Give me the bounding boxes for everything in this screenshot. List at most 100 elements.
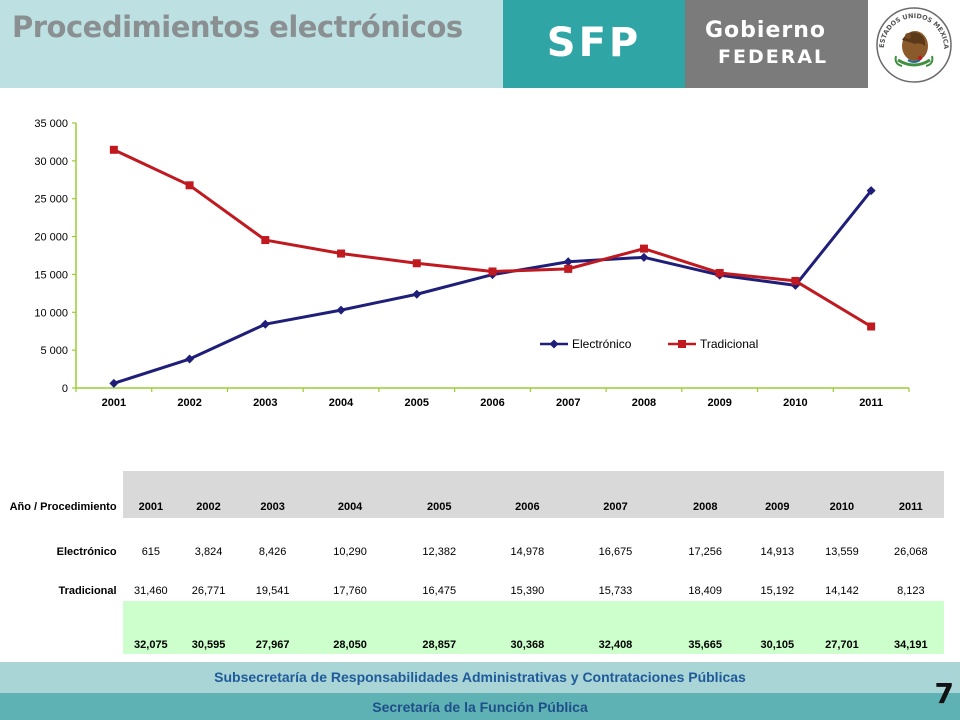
legend-label: Electrónico (572, 337, 632, 351)
data-point (412, 259, 421, 268)
table-cell: 26,771 (191, 585, 226, 597)
table-cell: 10,290 (333, 545, 367, 558)
series-line-1 (113, 148, 872, 328)
total-cell: 32,408 (569, 601, 662, 654)
table-row-electronico: Electrónico 615 3,824 8,426 10,290 12,382 14,… (4, 518, 944, 581)
y-tick-label: 15 000 (34, 269, 68, 281)
data-point (791, 276, 800, 285)
table-cell: 3,824 (194, 545, 223, 558)
footer-subsecretaria: Subsecretaría de Responsabilidades Admin… (214, 669, 746, 685)
table-cell: 615 (141, 545, 161, 558)
table-cell: 8,123 (897, 585, 925, 597)
footer-band-subsecretaria: Subsecretaría de Responsabilidades Admin… (0, 662, 960, 693)
x-tick-label: 2006 (480, 397, 504, 409)
data-point (564, 264, 573, 273)
y-tick-label: 25 000 (34, 194, 68, 206)
totals-label-cell (4, 601, 123, 654)
table-cell: 17,256 (688, 545, 723, 558)
x-tick-label: 2011 (859, 397, 883, 409)
data-point (185, 181, 194, 190)
total-cell: 32,075 (122, 601, 180, 654)
total-cell: 30,368 (485, 601, 570, 654)
legend-marker (678, 340, 686, 348)
table-cell: 19,541 (255, 585, 290, 597)
year-header-cell: 2001 (122, 471, 180, 518)
table-cell: 26,068 (894, 545, 928, 558)
sfp-logo: SFP (546, 20, 642, 66)
y-tick-label: 0 (62, 383, 68, 395)
data-point (867, 322, 876, 331)
x-tick-label: 2003 (253, 397, 277, 409)
data-table: Año / Procedimiento 2001 2002 2003 2004 2005… (4, 471, 944, 654)
data-point (336, 305, 346, 315)
legend-label: Tradicional (700, 337, 758, 351)
table-header-row: Año / Procedimiento 2001 2002 2003 2004 2005… (4, 471, 944, 518)
national-seal: ESTADOS UNIDOS MEXICANOS (865, 0, 960, 88)
year-header-cell: 2004 (307, 471, 393, 518)
line-chart: 0 5 000 10 000 15 000 20 000 25 000 30 000 35 0… (34, 118, 910, 409)
footer-band-secretaria: Secretaría de la Función Pública (0, 693, 960, 720)
total-cell: 28,050 (307, 601, 393, 654)
table-cell: 18,409 (688, 585, 723, 597)
y-tick-label: 10 000 (34, 307, 68, 319)
data-point (109, 378, 119, 388)
data-point (260, 319, 270, 329)
table-row-totals: 32,075 30,595 27,967 28,050 28,857 30,368 32,4… (4, 601, 944, 654)
series-line-0 (113, 189, 873, 385)
data-point (261, 236, 270, 245)
gobierno-federal-logo: Gobierno FEDERAL (685, 0, 868, 88)
x-tick-label: 2008 (632, 397, 656, 409)
year-header-cell: 2007 (569, 471, 662, 518)
federal-label: FEDERAL (718, 46, 829, 68)
y-tick-label: 35 000 (34, 118, 68, 130)
year-header-cell: 2010 (806, 471, 878, 518)
data-point (337, 249, 346, 258)
x-tick-label: 2005 (405, 397, 429, 409)
y-tick-label: 20 000 (34, 232, 68, 244)
row-label: Electrónico (56, 545, 117, 558)
legend-marker (549, 339, 559, 349)
footer-secretaria: Secretaría de la Función Pública (372, 699, 588, 715)
data-point (639, 244, 648, 253)
total-cell: 35,665 (661, 601, 749, 654)
y-tick-label: 5 000 (40, 345, 68, 357)
table-cell: 14,142 (825, 585, 859, 597)
page-title: Procedimientos electrónicos (12, 10, 463, 44)
table-cell: 16,475 (422, 585, 457, 597)
page-number: 7 (934, 677, 954, 710)
header-title-band: Procedimientos electrónicos (0, 0, 503, 88)
y-tick-label: 30 000 (34, 156, 68, 168)
year-header-cell: 2011 (877, 471, 944, 518)
x-tick-label: 2010 (783, 397, 807, 409)
data-point (563, 257, 573, 267)
x-tick-label: 2007 (556, 397, 580, 409)
x-tick-label: 2009 (707, 397, 731, 409)
data-point (109, 145, 118, 154)
table-cell: 12,382 (422, 545, 457, 558)
year-header-cell: 2006 (485, 471, 570, 518)
sfp-logo-band: SFP (503, 0, 685, 88)
x-tick-label: 2001 (102, 397, 126, 409)
data-point (185, 354, 195, 364)
table-row-tradicional: Tradicional 31,460 26,771 19,541 17,760 16,4… (4, 581, 944, 601)
x-tick-label: 2004 (329, 397, 354, 409)
data-point (715, 268, 724, 277)
year-header-cell: 2003 (237, 471, 308, 518)
year-header-cell: 2008 (661, 471, 749, 518)
data-point (488, 267, 497, 276)
table-cell: 14,913 (760, 545, 795, 558)
table-cell: 31,460 (134, 585, 168, 597)
total-cell: 28,857 (392, 601, 486, 654)
total-cell: 27,967 (237, 601, 308, 654)
gobierno-label: Gobierno (705, 18, 827, 43)
table-cell: 8,426 (258, 545, 287, 558)
total-cell: 34,191 (877, 601, 944, 654)
x-tick-label: 2002 (177, 397, 201, 409)
table-cell: 15,390 (510, 585, 545, 597)
total-cell: 30,105 (748, 601, 807, 654)
row-label: Tradicional (58, 585, 117, 597)
data-point (866, 186, 876, 196)
data-point (412, 289, 422, 299)
table-cell: 15,192 (760, 585, 795, 597)
year-header-cell: 2002 (179, 471, 238, 518)
